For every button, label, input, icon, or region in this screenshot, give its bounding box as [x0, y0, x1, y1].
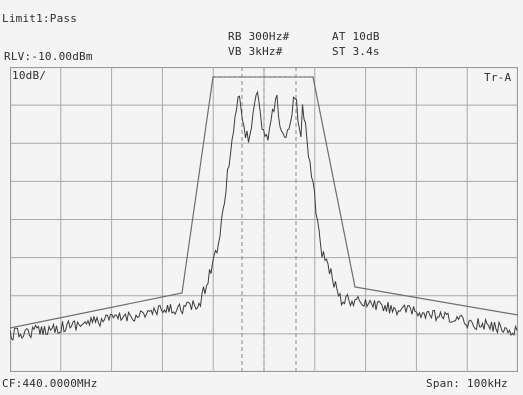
span-readout: Span: 100kHz — [426, 377, 508, 390]
sweep-time-readout: ST 3.4s — [332, 45, 380, 58]
spectrum-graticule: 10dB/ Tr-A — [10, 67, 518, 372]
spectrum-trace — [10, 90, 518, 341]
center-frequency: CF:440.0000MHz — [2, 377, 98, 390]
rbw-readout: RB 300Hz# — [228, 30, 290, 43]
vbw-readout: VB 3kHz# — [228, 45, 283, 58]
attenuation-readout: AT 10dB — [332, 30, 380, 43]
scale-label: 10dB/ — [12, 69, 47, 82]
trace-label: Tr-A — [484, 71, 512, 84]
ref-level-readout: RLV:-10.00dBm — [4, 50, 93, 63]
spectrum-plot — [10, 67, 518, 372]
limit-status: Limit1:Pass — [2, 12, 78, 25]
